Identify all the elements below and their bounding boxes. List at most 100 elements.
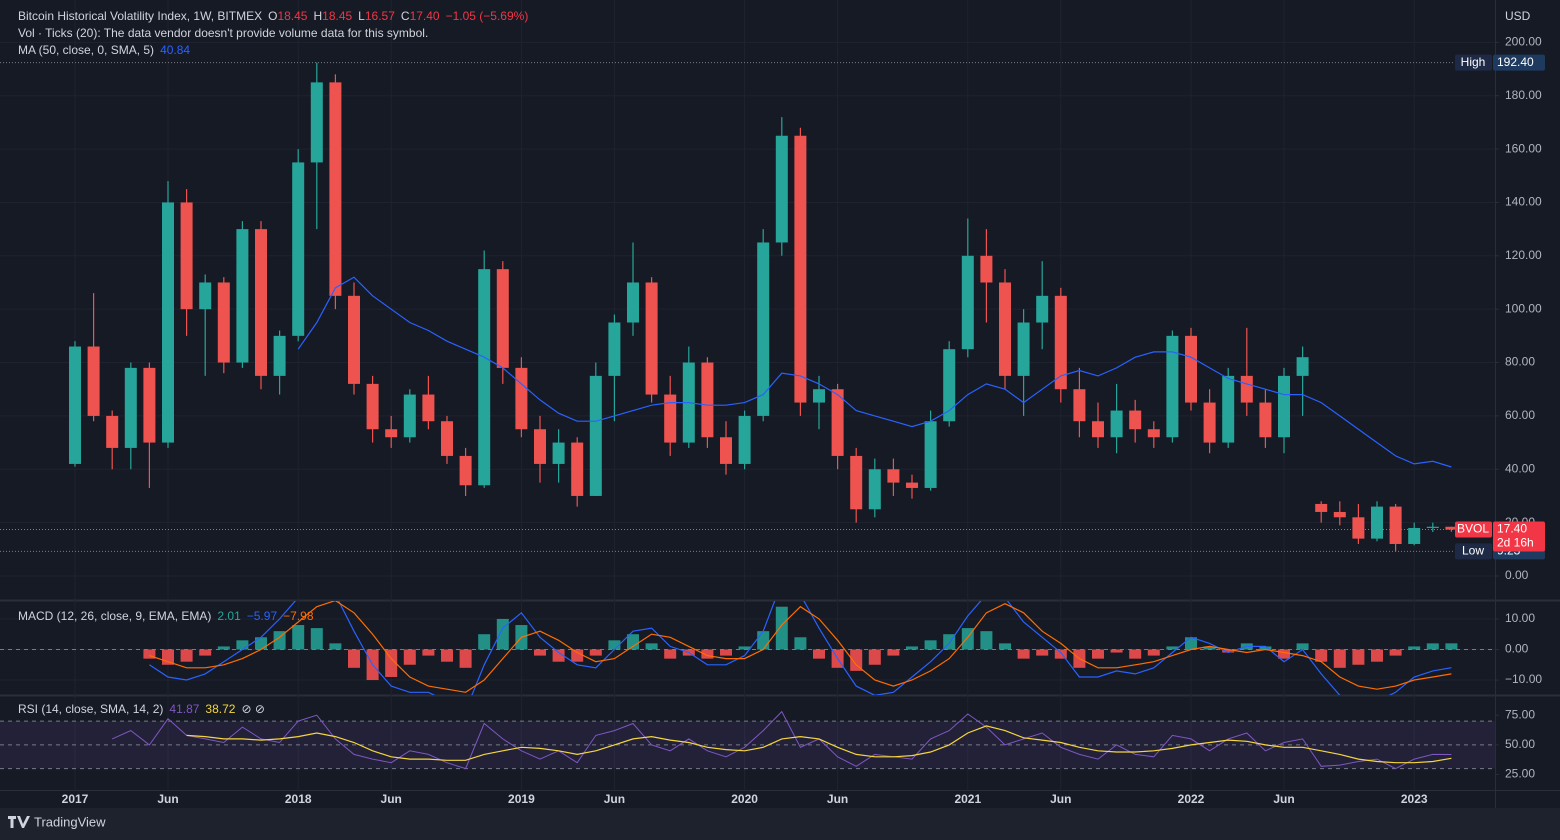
candle-body [813,389,825,403]
candle-body [1222,375,1235,443]
candle-body [1110,410,1123,438]
x-tick-label: 2017 [62,792,89,806]
macd-histogram-bar [701,649,714,659]
rsi-line [111,710,1452,770]
ohlc-value: 17.40 [410,9,440,23]
signal-line [149,601,1452,693]
candle-body [69,346,81,464]
low_marker-label: Low [1462,544,1484,558]
macd-histogram-bar [738,646,751,650]
rsi-pane [0,710,1495,770]
candle-body [255,229,267,376]
ohlc-key: O [268,9,277,23]
price-pane [0,62,1495,552]
candle-body [757,242,770,416]
symbol-title: Bitcoin Historical Volatility Index, 1W,… [18,9,262,23]
macd-histogram-bar [980,631,993,650]
macd-histogram-bar [478,634,491,650]
macd-histogram-bar [1222,649,1235,653]
candle-body [385,429,398,438]
candle-body [1296,357,1309,376]
candle-body [478,269,491,486]
candle-body [180,202,193,310]
macd-histogram-bar [813,649,825,659]
macd-histogram-bar [236,640,249,650]
candle-body [199,282,212,310]
y-tick-label: 200.00 [1505,35,1542,49]
macd-histogram-bar [720,649,732,656]
x-tick-label: Jun [604,792,625,806]
macd-histogram-bar [1296,643,1309,650]
brand-logo [8,816,30,828]
candle-body [329,82,342,296]
macd-histogram-bar [1315,649,1328,662]
macd-histogram-bar [255,637,267,650]
rsi-ma-value: 38.72 [205,702,235,716]
candle-body [868,469,881,510]
y-tick-label: 40.00 [1505,461,1535,475]
candle-body [961,255,974,350]
y-tick-label: 140.00 [1505,195,1542,209]
macd-histogram-bar [850,649,863,671]
ohlc-key: L [358,9,365,23]
macd-histogram-bar [292,625,305,650]
ohlc-key: C [401,9,410,23]
y-tick-label: 25.00 [1505,767,1535,781]
macd-histogram-bar [459,649,472,668]
candle-body [1054,295,1067,390]
macd-histogram-bar [775,606,788,650]
candle-body [348,295,360,384]
candle-body [608,322,621,376]
y-tick-label: 160.00 [1505,141,1542,155]
macd-pane [0,601,1495,695]
macd-histogram-bar [273,631,286,650]
macd-histogram-bar [794,637,807,650]
x-tick-label: Jun [1273,792,1294,806]
candle-body [143,367,156,443]
brand[interactable]: TradingView [8,814,106,829]
high_marker-value: 192.40 [1497,55,1534,69]
candle-body [943,349,956,422]
macd-histogram-bar [645,643,658,650]
macd-histogram-bar [534,649,546,656]
y-tick-label: 75.00 [1505,707,1535,721]
macd-histogram-bar [887,649,900,656]
candle-body [124,367,137,448]
ma-label: MA (50, close, 0, SMA, 5) [18,43,154,57]
last_marker-label-bg [1455,521,1492,538]
candle-body [496,269,509,368]
macd-histogram-bar [906,646,918,650]
rsi-flags: ⊘ ⊘ [241,702,264,716]
rsi-legend: RSI (14, close, SMA, 14, 2) 41.87 38.72 ⊘ ⊘ [18,702,265,716]
volume-note: Vol · Ticks (20): The data vendor doesn'… [18,26,428,40]
macd-histogram-bar [1054,649,1067,659]
macd-histogram-bar [757,631,770,650]
macd-histogram-bar [1259,646,1272,650]
x-tick-label: Jun [157,792,178,806]
candle-body [1129,410,1142,430]
candle-body [1203,402,1216,443]
candle-body [645,282,658,395]
candle-body [422,394,435,422]
candle-body [850,455,863,510]
macd-histogram-bar [589,649,602,656]
macd-histogram-bar [180,649,193,662]
rsi-title: RSI (14, close, SMA, 14, 2) [18,702,163,716]
candle-body [273,335,286,376]
high_marker-value-bg [1493,54,1545,71]
signal-value: −7.98 [283,609,314,623]
candle-body [589,375,602,496]
candle-body [1445,526,1458,530]
macd-histogram-bar [1203,646,1216,650]
candle-body [1408,527,1421,544]
candle-body [1017,322,1030,376]
macd-histogram-bar [1017,649,1030,659]
x-tick-label: 2022 [1178,792,1205,806]
candle-body [738,415,751,464]
macd-histogram-bar [1129,649,1142,659]
rsi-ma-line [186,725,1452,764]
candle-body [1036,295,1049,323]
macd-title: MACD (12, 26, close, 9, EMA, EMA) [18,609,211,623]
macd-histogram-bar [1110,649,1123,653]
candle-body [403,394,416,438]
